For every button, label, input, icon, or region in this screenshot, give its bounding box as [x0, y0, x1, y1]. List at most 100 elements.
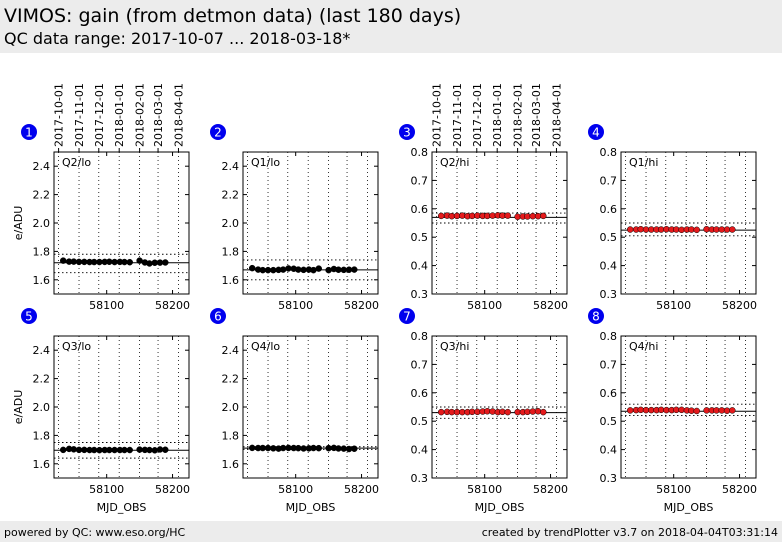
data-point — [279, 266, 287, 273]
data-point — [126, 258, 133, 266]
date-tick-label: 2017-11-01 — [451, 83, 464, 147]
panel-number: 8 — [592, 310, 600, 324]
data-point — [504, 408, 511, 416]
chart-panel-1: 1.6 1.8 2.0 2.2 2.4 58100 58200 Q2/lo 1 e/ADU 2017… — [12, 83, 190, 312]
y-tick-label: 1.8 — [222, 245, 240, 258]
date-tick-label: 2018-04-01 — [172, 83, 185, 147]
x-tick-label: 58200 — [155, 299, 190, 312]
y-tick-label: 0.5 — [600, 415, 618, 428]
panel-label: Q2/lo — [62, 156, 91, 169]
y-tick-label: 2.2 — [33, 373, 51, 386]
chart-panel-3: 0.3 0.4 0.5 0.6 0.7 0.8 58100 58200 Q2/hi 3 2017-1… — [399, 83, 568, 312]
data-point — [315, 265, 322, 272]
x-axis-label: MJD_OBS — [664, 501, 714, 514]
axes-frame — [242, 335, 379, 479]
y-axis-label: e/ADU — [12, 390, 25, 425]
data-point — [540, 408, 547, 416]
panel-number: 1 — [25, 126, 33, 140]
panel-number: 2 — [214, 126, 222, 140]
chart-panel-5: 1.6 1.8 2.0 2.2 2.4 58100 58200 Q3/lo 5 e/ADU MJD_… — [12, 308, 190, 514]
data-point — [248, 444, 256, 452]
page-title: VIMOS: gain (from detmon data) (last 180… — [4, 5, 462, 27]
y-tick-label: 1.6 — [33, 458, 51, 471]
date-tick-label: 2017-11-01 — [73, 83, 86, 147]
x-tick-label: 58100 — [89, 299, 124, 312]
y-tick-label: 1.8 — [222, 429, 240, 442]
y-tick-label: 0.7 — [600, 358, 618, 371]
date-tick-label: 2017-12-01 — [93, 83, 106, 147]
date-tick-label: 2018-03-01 — [152, 83, 165, 147]
y-tick-label: 0.8 — [600, 146, 618, 159]
x-axis-label: MJD_OBS — [97, 501, 147, 514]
data-point — [151, 447, 159, 454]
data-point — [325, 266, 332, 274]
y-tick-label: 0.6 — [411, 387, 429, 400]
footer: powered by QC: www.eso.org/HC created by… — [0, 521, 782, 542]
x-tick-label: 58200 — [344, 483, 379, 496]
y-tick-label: 0.8 — [600, 330, 618, 343]
chart-panel-4: 0.3 0.4 0.5 0.6 0.7 0.8 58100 58200 Q1/hi 4 — [588, 124, 757, 312]
data-point — [162, 446, 169, 453]
data-point — [729, 226, 736, 233]
data-point — [59, 446, 67, 454]
panel-number-badge — [399, 124, 415, 140]
axes-frame — [620, 335, 757, 479]
y-tick-label: 0.7 — [600, 174, 618, 187]
y-tick-label: 2.0 — [222, 217, 240, 230]
date-tick-label: 2018-04-01 — [550, 83, 563, 147]
panel-number: 4 — [592, 126, 600, 140]
panel-label: Q1/lo — [251, 156, 280, 169]
panel-number-badge — [21, 124, 37, 140]
y-tick-label: 2.2 — [33, 189, 51, 202]
panel-number-badge — [588, 124, 604, 140]
y-tick-label: 0.6 — [600, 387, 618, 400]
date-tick-label: 2017-12-01 — [471, 83, 484, 147]
date-tick-label: 2018-01-01 — [113, 83, 126, 147]
data-point — [729, 407, 736, 414]
y-tick-label: 0.3 — [600, 472, 618, 485]
x-tick-label: 58100 — [278, 299, 313, 312]
y-tick-label: 2.4 — [222, 344, 240, 357]
panel-number-badge — [399, 308, 415, 324]
y-tick-label: 0.4 — [411, 260, 429, 273]
date-tick-label: 2017-10-01 — [431, 83, 444, 147]
x-axis-label: MJD_OBS — [475, 501, 525, 514]
y-tick-label: 0.3 — [411, 472, 429, 485]
y-tick-label: 2.4 — [33, 160, 51, 173]
chart-panel-8: 0.3 0.4 0.5 0.6 0.7 0.8 58100 58200 Q4/hi 8 MJD_OB… — [588, 308, 757, 514]
x-tick-label: 58200 — [722, 299, 757, 312]
y-tick-label: 0.6 — [600, 203, 618, 216]
data-point — [437, 212, 445, 220]
x-tick-label: 58200 — [722, 483, 757, 496]
data-point — [693, 226, 700, 234]
y-tick-label: 0.4 — [600, 444, 618, 457]
x-axis-label: MJD_OBS — [286, 501, 336, 514]
panel-label: Q2/hi — [440, 156, 469, 169]
data-point — [540, 212, 547, 220]
footer-credit: powered by QC: www.eso.org/HC — [4, 526, 186, 539]
y-tick-label: 0.8 — [411, 330, 429, 343]
y-tick-label: 0.4 — [600, 260, 618, 273]
panel-label: Q1/hi — [629, 156, 658, 169]
y-tick-label: 2.0 — [33, 401, 51, 414]
chart-panel-2: 1.6 1.8 2.0 2.2 2.4 58100 58200 Q1/lo 2 — [210, 124, 379, 312]
chart-panel-7: 0.3 0.4 0.5 0.6 0.7 0.8 58100 58200 Q3/hi 7 MJD_OB… — [399, 308, 568, 514]
panel-label: Q3/hi — [440, 340, 469, 353]
data-point — [59, 257, 67, 264]
date-tick-label: 2017-10-01 — [53, 83, 66, 147]
y-tick-label: 0.5 — [600, 231, 618, 244]
x-tick-label: 58100 — [467, 299, 502, 312]
data-point — [162, 259, 169, 266]
x-tick-label: 58100 — [278, 483, 313, 496]
x-tick-label: 58100 — [89, 483, 124, 496]
date-tick-label: 2018-01-01 — [491, 83, 504, 147]
panel-number-badge — [21, 308, 37, 324]
y-tick-label: 2.0 — [222, 401, 240, 414]
y-tick-label: 2.0 — [33, 217, 51, 230]
x-tick-label: 58200 — [344, 299, 379, 312]
y-tick-label: 0.3 — [600, 288, 618, 301]
date-tick-label: 2018-02-01 — [512, 83, 525, 147]
panel-label: Q4/lo — [251, 340, 280, 353]
chart-panel-6: 1.6 1.8 2.0 2.2 2.4 58100 58200 Q4/lo 6 MJD_OBS — [210, 308, 379, 514]
y-tick-label: 2.4 — [222, 160, 240, 173]
